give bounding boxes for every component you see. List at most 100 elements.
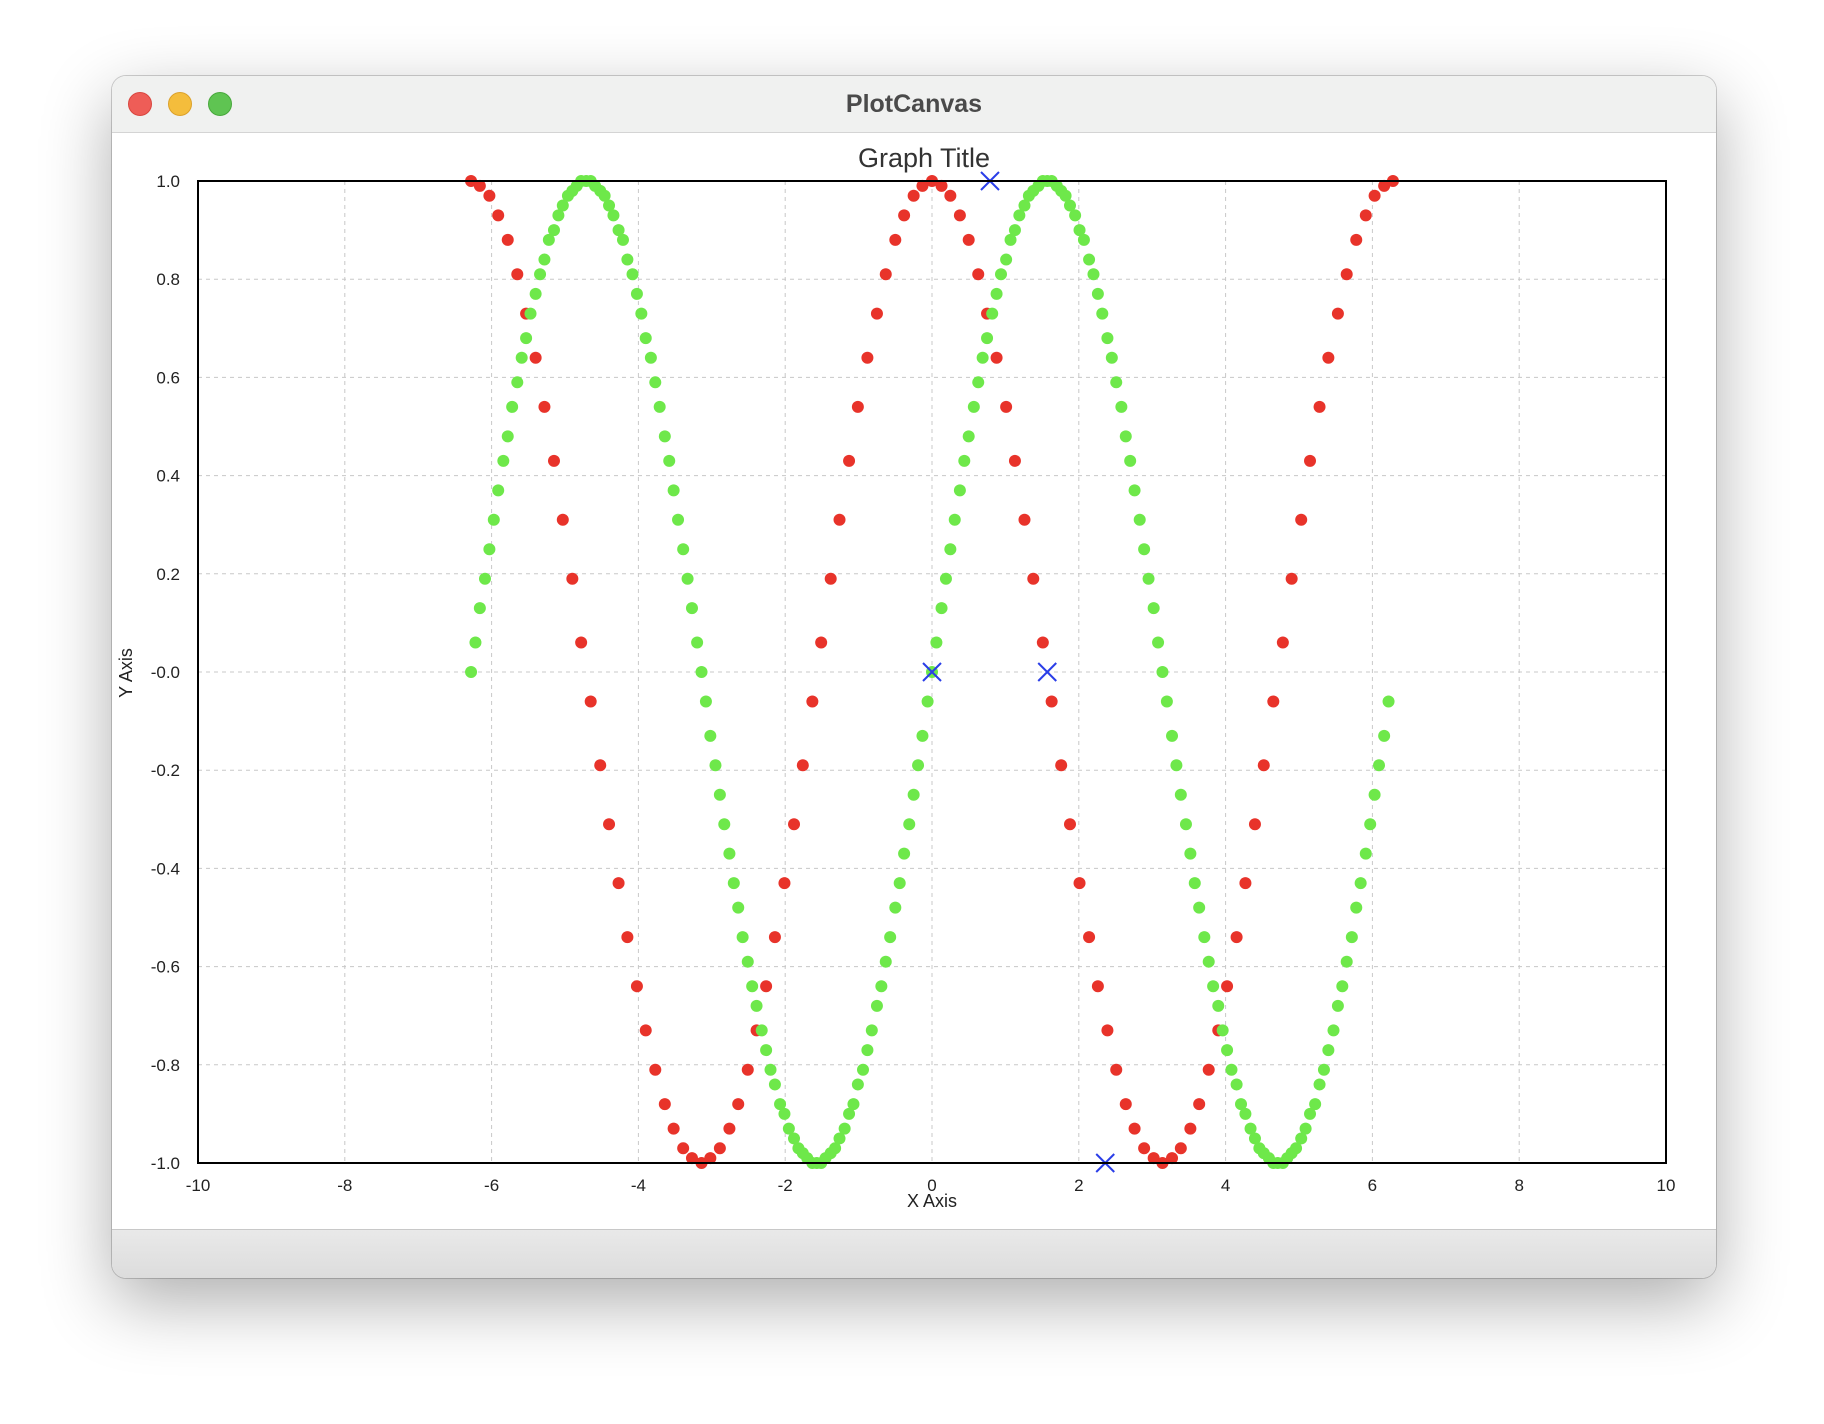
- data-point: [829, 1142, 842, 1155]
- data-point: [695, 666, 708, 678]
- data-point: [1091, 980, 1104, 993]
- data-point: [916, 729, 929, 742]
- data-point: [1382, 695, 1395, 708]
- data-point: [1331, 999, 1344, 1012]
- data-point: [1322, 1044, 1335, 1057]
- y-tick-label: -0.0: [151, 663, 180, 682]
- title-bar[interactable]: PlotCanvas: [112, 76, 1716, 133]
- data-point: [1101, 332, 1114, 345]
- data-point: [990, 287, 1003, 300]
- data-point: [1331, 307, 1344, 320]
- data-point: [1368, 189, 1381, 202]
- data-point: [529, 351, 542, 364]
- data-point: [713, 1142, 726, 1155]
- data-point: [667, 1122, 680, 1135]
- data-point: [736, 931, 749, 944]
- x-tick-label: 2: [1074, 1176, 1083, 1195]
- data-point: [972, 268, 985, 281]
- data-point: [788, 1132, 801, 1145]
- x-tick-label: -10: [186, 1176, 211, 1195]
- data-point: [741, 955, 754, 968]
- y-tick-label: -0.8: [151, 1056, 180, 1075]
- y-tick-label: 0.6: [156, 368, 180, 387]
- data-point: [1101, 1024, 1114, 1037]
- data-point: [1184, 847, 1197, 860]
- data-point: [1018, 513, 1031, 526]
- data-point: [1128, 1122, 1141, 1135]
- close-button[interactable]: [128, 92, 152, 116]
- data-point: [649, 1063, 662, 1076]
- data-point: [981, 332, 994, 345]
- data-point: [1073, 877, 1086, 890]
- plot-canvas: Graph Title -10 -8 -6 -4 -2 0 2 4 6 8 10 1.0 0.8 0.6 0…: [112, 133, 1716, 1229]
- data-point: [1313, 400, 1326, 413]
- data-point: [768, 931, 781, 944]
- data-point: [612, 877, 625, 890]
- data-point: [750, 999, 763, 1012]
- data-point: [699, 695, 712, 708]
- data-point: [677, 543, 690, 556]
- data-point: [1083, 253, 1096, 266]
- data-point: [598, 189, 611, 202]
- data-point: [948, 513, 961, 526]
- data-point: [616, 233, 629, 246]
- data-point: [861, 351, 874, 364]
- data-point: [1202, 955, 1215, 968]
- data-point: [511, 268, 524, 281]
- data-point: [1188, 877, 1201, 890]
- data-point: [1230, 1078, 1243, 1091]
- data-point: [1364, 818, 1377, 831]
- data-point: [534, 268, 547, 281]
- data-point: [962, 430, 975, 443]
- data-point: [1119, 1098, 1132, 1111]
- data-point: [594, 759, 607, 772]
- data-point: [972, 376, 985, 389]
- x-tick-label: -2: [778, 1176, 793, 1195]
- data-point: [621, 253, 634, 266]
- data-point: [1147, 1152, 1160, 1165]
- data-point: [524, 307, 537, 320]
- data-point: [626, 268, 639, 281]
- data-point: [630, 980, 643, 993]
- window-title: PlotCanvas: [845, 90, 983, 118]
- data-point: [607, 209, 620, 222]
- chart-title: Graph Title: [858, 143, 990, 173]
- data-point: [898, 847, 911, 860]
- data-point: [893, 877, 906, 890]
- scatter-chart: Graph Title -10 -8 -6 -4 -2 0 2 4 6 8 10 1.0 0.8 0.6 0…: [116, 143, 1676, 1211]
- data-point: [1166, 729, 1179, 742]
- data-point: [685, 1152, 698, 1165]
- data-point: [1184, 1122, 1197, 1135]
- data-point: [953, 209, 966, 222]
- data-point: [861, 1044, 874, 1057]
- data-point: [930, 636, 943, 649]
- data-point: [838, 1122, 851, 1135]
- tick-labels: -10 -8 -6 -4 -2 0 2 4 6 8 10 1.0 0.8 0.6 0.4 0.2 -0.0 -0.…: [151, 172, 1676, 1195]
- data-point: [723, 847, 736, 860]
- data-point: [501, 430, 514, 443]
- data-point: [865, 1024, 878, 1037]
- data-point: [986, 307, 999, 320]
- data-point: [843, 1107, 856, 1120]
- data-point: [760, 1044, 773, 1057]
- data-point: [1138, 1142, 1151, 1155]
- data-point: [1138, 543, 1151, 556]
- data-point: [529, 287, 542, 300]
- data-point: [870, 307, 883, 320]
- data-point: [953, 484, 966, 497]
- data-point: [1193, 901, 1206, 914]
- data-point: [1304, 1107, 1317, 1120]
- data-point: [1198, 931, 1211, 944]
- x-tick-label: 4: [1221, 1176, 1230, 1195]
- data-point: [1340, 955, 1353, 968]
- zoom-button[interactable]: [208, 92, 232, 116]
- y-tick-label: 0.8: [156, 270, 180, 289]
- data-point: [639, 1024, 652, 1037]
- data-point: [1018, 199, 1031, 212]
- data-point: [723, 1122, 736, 1135]
- data-point: [1115, 400, 1128, 413]
- data-point: [870, 999, 883, 1012]
- data-point: [1045, 695, 1058, 708]
- minimize-button[interactable]: [168, 92, 192, 116]
- data-point: [1008, 224, 1021, 237]
